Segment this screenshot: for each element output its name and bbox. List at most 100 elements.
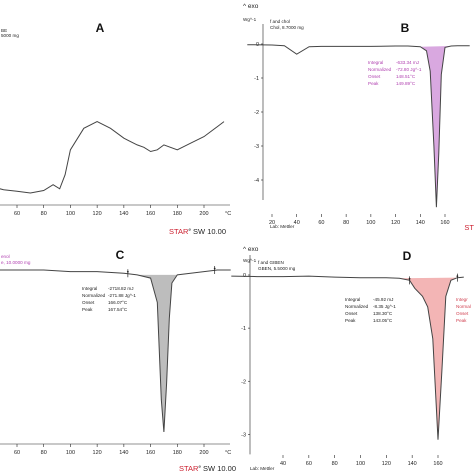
panel-b-peak-fill bbox=[420, 46, 452, 208]
panel-b-y-tick-label: -2 bbox=[254, 110, 259, 116]
panel-a-curve bbox=[0, 121, 225, 194]
panel-d-peak-fill bbox=[399, 277, 458, 440]
panel-a-x-tick-label: 100 bbox=[66, 211, 75, 217]
panel-d-partial-3: Onset bbox=[456, 311, 469, 316]
panel-c-x-tick-label: 140 bbox=[119, 450, 128, 456]
panel-d-x-tick-label: 40 bbox=[280, 461, 286, 467]
panel-a-x-tick-label: 80 bbox=[41, 211, 47, 217]
panel-a-ticks: 60 80 100 120 140 160 180 200 bbox=[14, 205, 209, 217]
panel-c-title-1: enol bbox=[1, 254, 10, 259]
panel-d-marker-end-dot bbox=[456, 275, 459, 278]
panel-c-onset-key: Onset bbox=[82, 300, 95, 305]
panel-b-x-tick-label: 20 bbox=[269, 220, 275, 226]
panel-b-title-1: f and chol bbox=[270, 19, 290, 24]
panel-a: A BE 5000 mg 60 80 100 120 140 160 180 200 °C S… bbox=[0, 21, 231, 236]
panel-d-yticks: 0-1-2-3 bbox=[241, 255, 251, 455]
panel-c-x-tick-label: 80 bbox=[41, 450, 47, 456]
panel-d-integral-key: Integral bbox=[345, 297, 360, 302]
panel-b-x-tick-label: 60 bbox=[318, 220, 324, 226]
panel-a-x-tick-label: 120 bbox=[93, 211, 102, 217]
panel-b-x-tick-label: 80 bbox=[343, 220, 349, 226]
panel-c-peak-fill bbox=[137, 274, 178, 432]
panel-d-x-tick-label: 60 bbox=[306, 461, 312, 467]
panel-d-footer: Lab: Mettler bbox=[250, 466, 275, 471]
panel-d-title-1: f and GIBEN bbox=[258, 260, 284, 265]
panel-c-peak-key: Peak bbox=[82, 307, 93, 312]
panel-b-yticks: 0-1-2-3-4 bbox=[254, 24, 264, 200]
panel-d-annotation: Integral -45.92 mJ Normalized -8.35 Jg^-… bbox=[345, 297, 396, 323]
panel-b-onset-key: Onset bbox=[368, 74, 381, 79]
panel-d-y-tick-label: -1 bbox=[241, 326, 246, 332]
panel-b-curve bbox=[247, 44, 470, 208]
panel-d-letter: D bbox=[403, 249, 412, 263]
panel-d-normalized-val: -8.35 Jg^-1 bbox=[373, 304, 396, 309]
panel-c-x-tick-label: 200 bbox=[199, 450, 208, 456]
panel-d-partial-2: Normal bbox=[456, 304, 471, 309]
panel-b-title-2: Chol, 8.7000 mg bbox=[270, 25, 304, 30]
panel-d-exo: ^ exo bbox=[243, 246, 259, 253]
panel-b-x-tick-label: 100 bbox=[366, 220, 375, 226]
panel-a-x-tick-label: 200 bbox=[199, 211, 208, 217]
panel-a-x-tick-label: 160 bbox=[146, 211, 155, 217]
panel-d-integration-markers bbox=[408, 273, 459, 285]
panel-a-x-tick-label: 60 bbox=[14, 211, 20, 217]
panel-d-title-2: GBEN, 5.5000 mg bbox=[258, 266, 296, 271]
panel-b-x-tick-label: 40 bbox=[294, 220, 300, 226]
panel-c-letter: C bbox=[116, 248, 125, 262]
panel-c-curve bbox=[0, 269, 231, 433]
panel-b-y-tick-label: -1 bbox=[254, 76, 259, 82]
panel-d-peak-key: Peak bbox=[345, 318, 356, 323]
panel-c-onset-val: 166.07°C bbox=[108, 300, 128, 305]
panel-d-partial-4: Peak bbox=[456, 318, 467, 323]
panel-c-marker-start-dot bbox=[126, 270, 129, 273]
panel-a-software: STARe SW 10.00 bbox=[169, 227, 226, 236]
panel-d-x-tick-label: 120 bbox=[382, 461, 391, 467]
panel-d-x-tick-label: 80 bbox=[332, 461, 338, 467]
panel-d-normalized-key: Normalized bbox=[345, 304, 369, 309]
panel-c-peak-val: 167.54°C bbox=[108, 307, 128, 312]
panel-d-onset-val: 138.30°C bbox=[373, 311, 393, 316]
panel-b-software: ST bbox=[464, 223, 474, 232]
panel-b-y-tick-label: -3 bbox=[254, 144, 259, 150]
panel-b-footer: Lab: Mettler bbox=[270, 224, 295, 229]
panel-b-letter: B bbox=[401, 21, 410, 35]
panel-a-title-2: 5000 mg bbox=[1, 33, 19, 38]
panel-c-normalized-val: -271.88 Jg^-1 bbox=[108, 293, 136, 298]
panel-c-x-tick-label: 100 bbox=[66, 450, 75, 456]
panel-d-peak-val: 143.05°C bbox=[373, 318, 393, 323]
panel-c-x-tick-label: 160 bbox=[146, 450, 155, 456]
panel-d-marker-start-dot bbox=[408, 277, 411, 280]
panel-c-xunit: °C bbox=[225, 450, 231, 456]
panel-b: B ^ exo Wg^-1 f and chol Chol, 8.7000 mg… bbox=[243, 3, 474, 232]
panel-c-title-2: e, 10.0000 mg bbox=[1, 260, 31, 265]
panel-c-normalized-key: Normalized bbox=[82, 293, 106, 298]
panel-d-partial-1: Integr bbox=[456, 297, 468, 302]
panel-d-xticks: 40 60 80 100 120 140 160 bbox=[280, 455, 443, 467]
panel-d-x-tick-label: 100 bbox=[356, 461, 365, 467]
panel-b-x-tick-label: 120 bbox=[391, 220, 400, 226]
panel-a-title-1: BE bbox=[1, 28, 7, 33]
panel-d-annotation-partial: Integr Normal Onset Peak bbox=[456, 297, 471, 323]
panel-a-xunit: °C bbox=[225, 211, 231, 217]
panel-c-integral-key: Integral bbox=[82, 286, 97, 291]
panel-d-curve bbox=[231, 275, 464, 440]
panel-a-x-tick-label: 140 bbox=[119, 211, 128, 217]
panel-d-y-tick-label: -3 bbox=[241, 432, 246, 438]
panel-c-integration-markers bbox=[126, 266, 216, 278]
panel-b-y-tick-label: -4 bbox=[254, 178, 259, 184]
panel-b-x-tick-label: 160 bbox=[440, 220, 449, 226]
panel-c-ticks: 60 80 100 120 140 160 180 200 bbox=[14, 444, 209, 456]
panel-b-onset-val: 148.51°C bbox=[396, 74, 416, 79]
panel-c-x-tick-label: 180 bbox=[173, 450, 182, 456]
panel-c-software: STARe SW 10.00 bbox=[179, 464, 236, 473]
panel-b-exo: ^ exo bbox=[243, 3, 259, 10]
panel-b-peak-val: 149.89°C bbox=[396, 81, 416, 86]
panel-c-marker-end-dot bbox=[213, 267, 216, 270]
panel-c-x-tick-label: 60 bbox=[14, 450, 20, 456]
panel-b-peak-key: Peak bbox=[368, 81, 379, 86]
panel-d-x-tick-label: 160 bbox=[433, 461, 442, 467]
panel-d: D ^ exo Wg^-1 f and GIBEN GBEN, 5.5000 m… bbox=[231, 246, 471, 471]
panel-d-y-tick-label: -2 bbox=[241, 379, 246, 385]
panel-d-onset-key: Onset bbox=[345, 311, 358, 316]
panel-c-annotation: Integral -2718.82 mJ Normalized -271.88 … bbox=[82, 286, 136, 312]
